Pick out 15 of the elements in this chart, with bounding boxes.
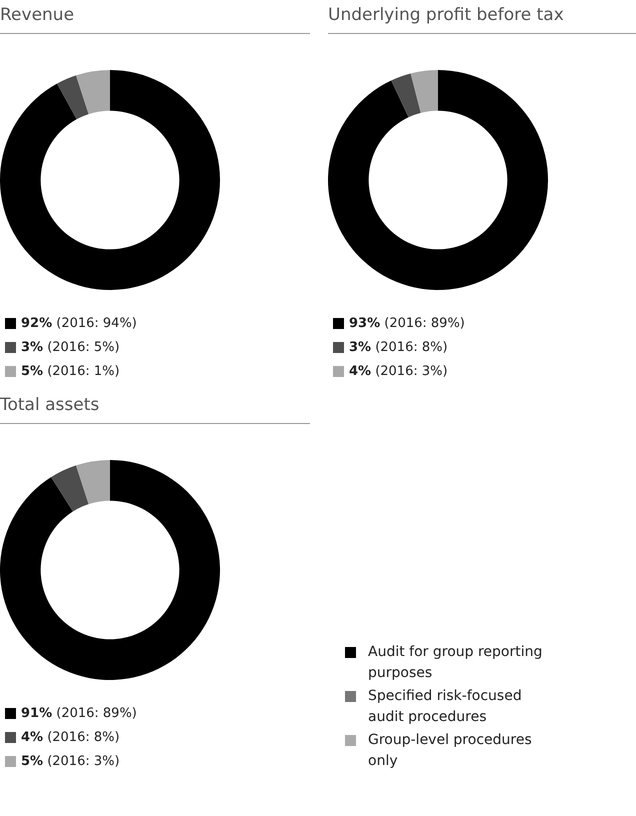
legend-label: 93% (2016: 89%) bbox=[349, 316, 465, 331]
legend-label: 5% (2016: 3%) bbox=[21, 754, 120, 769]
legend-label: 5% (2016: 1%) bbox=[21, 364, 120, 379]
legend-label: 3% (2016: 5%) bbox=[21, 340, 120, 355]
chart-title: Total assets bbox=[0, 390, 310, 424]
legend-label: 3% (2016: 8%) bbox=[349, 340, 448, 355]
category-label: Group-level procedures only bbox=[368, 731, 533, 771]
legend-label: 92% (2016: 94%) bbox=[21, 316, 137, 331]
legend-label: 91% (2016: 89%) bbox=[21, 706, 137, 721]
category-label: Specified risk-focused audit procedures bbox=[368, 687, 523, 727]
category-label: Audit for group reporting purposes bbox=[368, 643, 544, 683]
legend-label: 4% (2016: 8%) bbox=[21, 730, 120, 745]
legend-label: 4% (2016: 3%) bbox=[349, 364, 448, 379]
chart-title: Revenue bbox=[0, 0, 310, 34]
chart-title: Underlying profit before tax bbox=[328, 0, 636, 34]
